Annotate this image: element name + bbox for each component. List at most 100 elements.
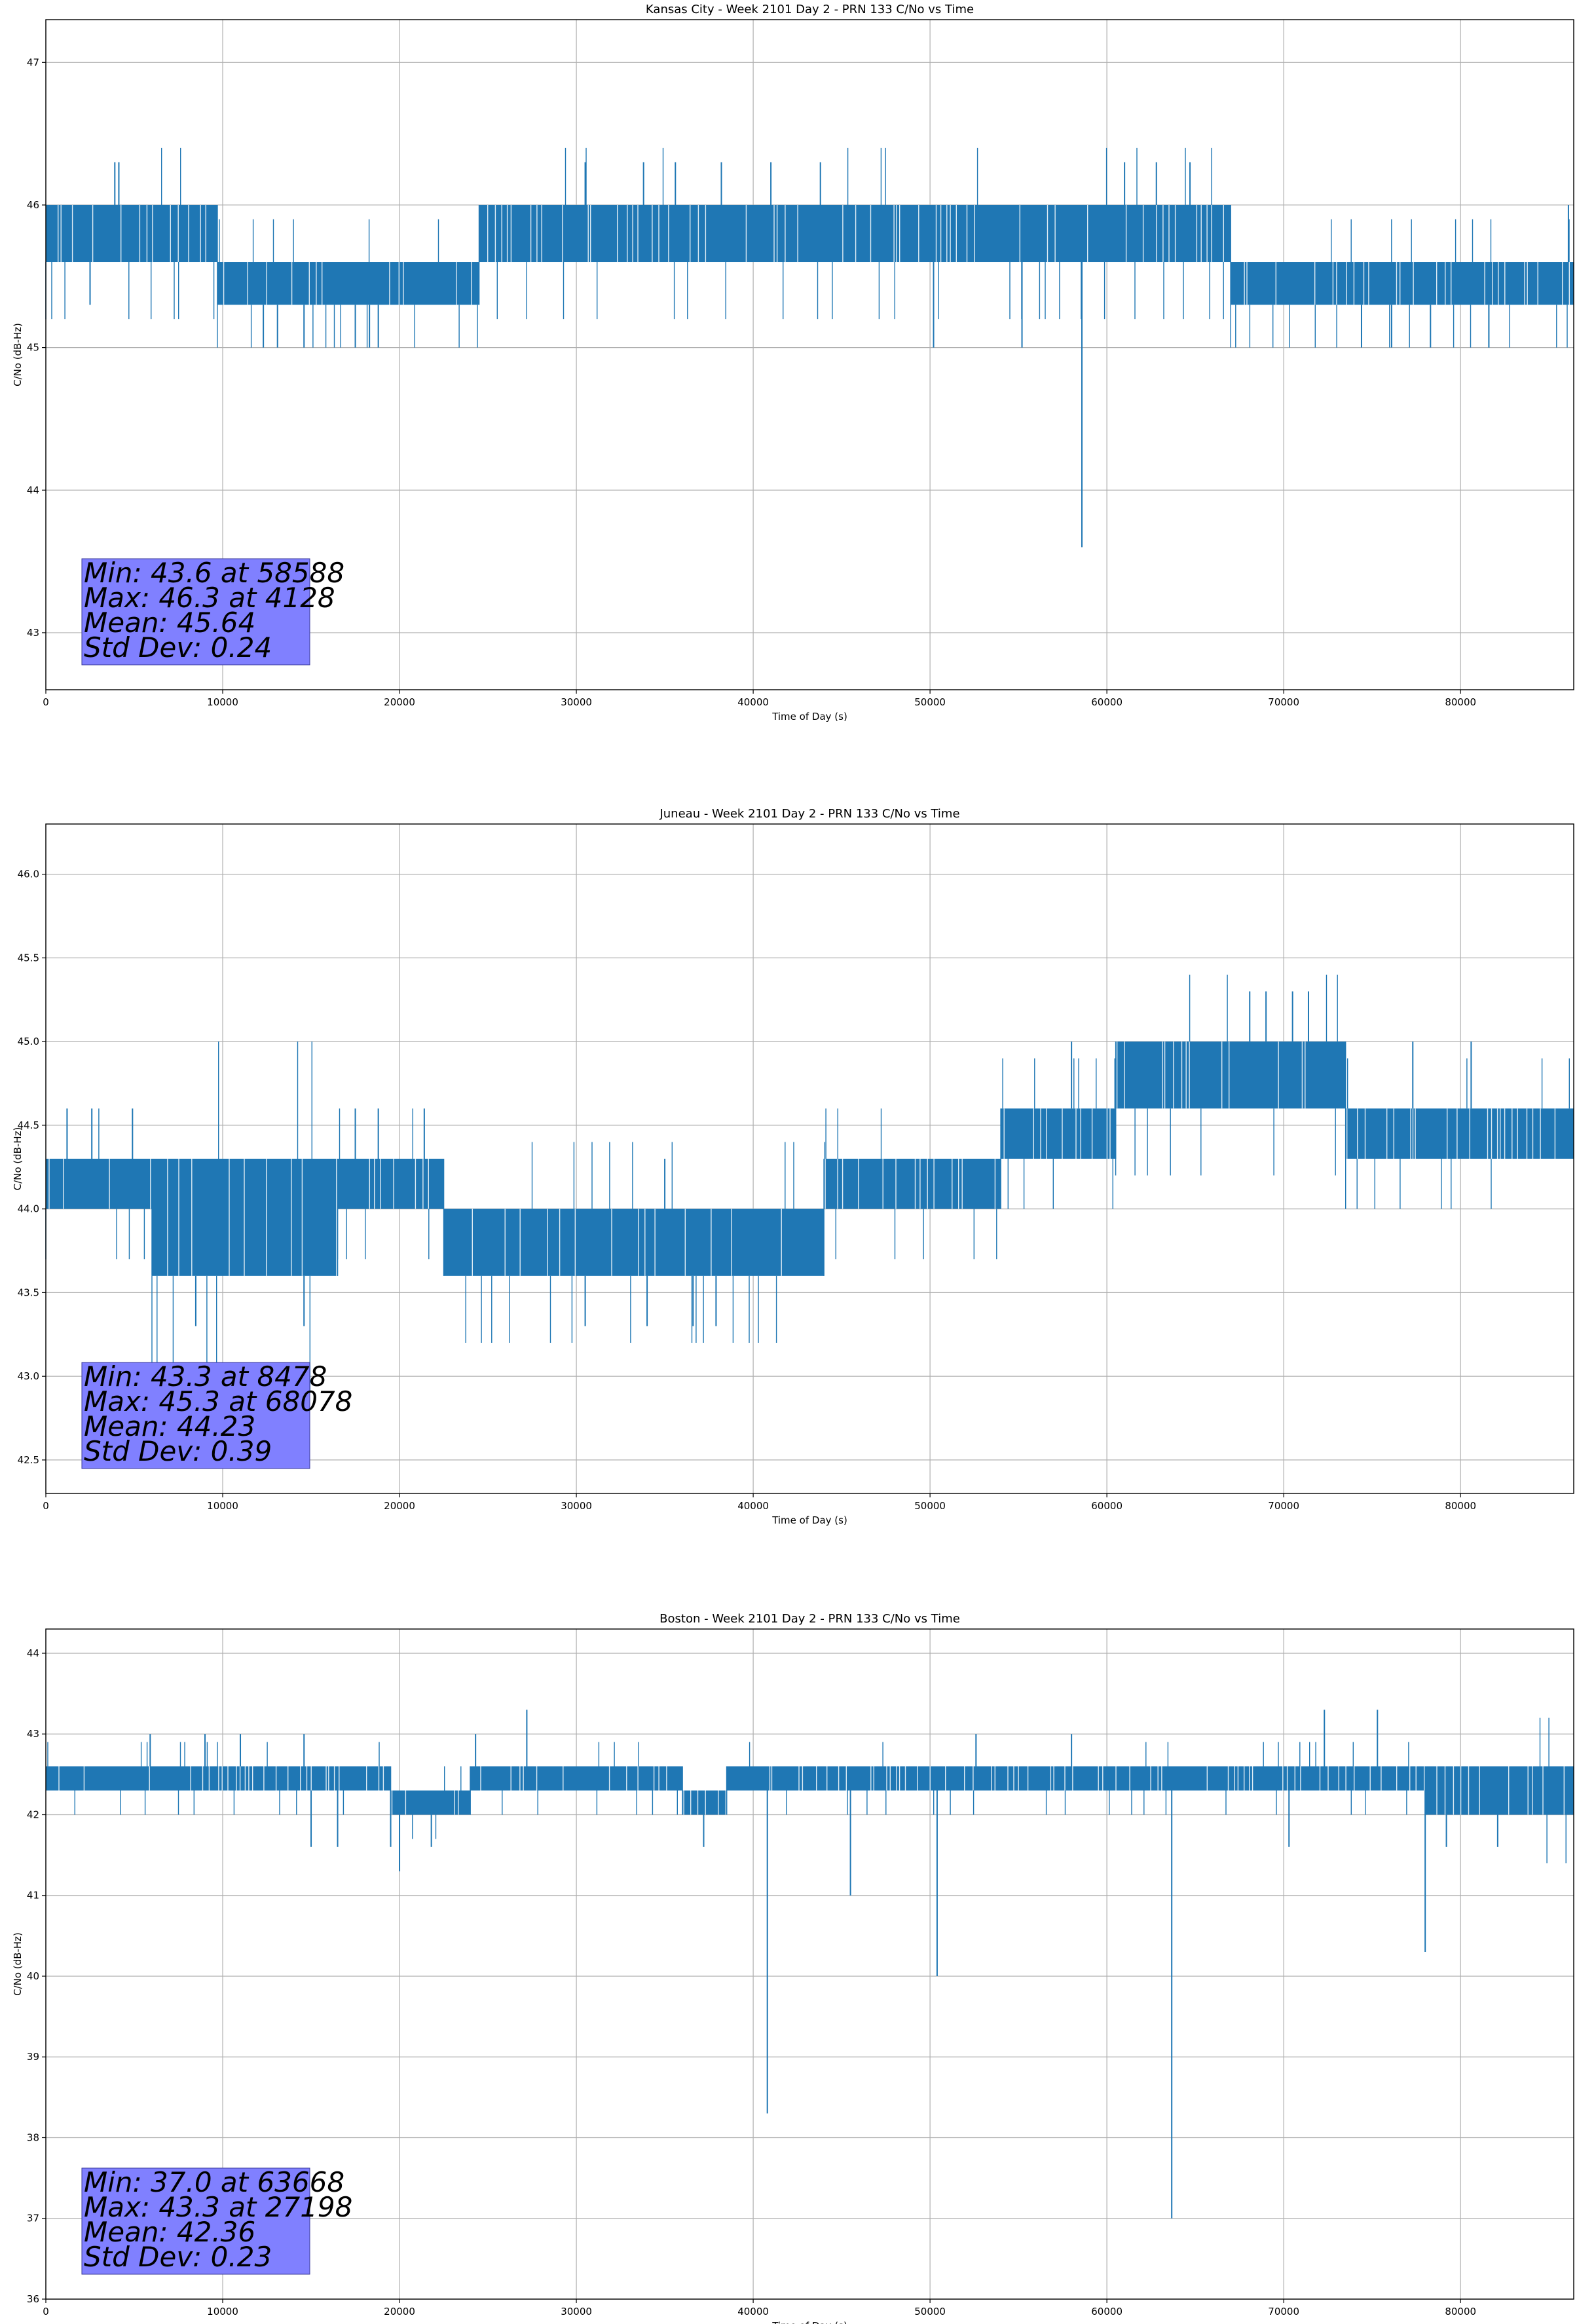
x-tick-label: 80000 <box>1445 2306 1476 2317</box>
series-band-gaps <box>223 262 472 305</box>
chart-panel-juneau: 0 10000 20000 30000 40000 50000 60000 70000 8000… <box>12 807 1574 1526</box>
x-tick-label: 50000 <box>914 1500 946 1512</box>
series-band <box>443 1209 648 1276</box>
x-tick-label: 80000 <box>1445 696 1476 708</box>
x-tick-label: 60000 <box>1091 2306 1122 2317</box>
y-axis-label: C/No (dB-Hz) <box>12 1127 24 1191</box>
series-band-gaps <box>48 1159 151 1209</box>
x-tick-label: 40000 <box>737 1500 769 1512</box>
series-band <box>682 1790 727 1815</box>
y-tick-label: 42 <box>27 1809 39 1820</box>
series-band <box>1231 262 1574 305</box>
series-band <box>647 1209 825 1276</box>
series-band-flicker <box>1539 1717 1567 1864</box>
chart-title: Boston - Week 2101 Day 2 - PRN 133 C/No … <box>659 1612 960 1626</box>
stats-line: Min: 43.6 at 58588 <box>84 557 344 589</box>
series-band-flicker <box>465 1142 633 1343</box>
series-band <box>152 1159 338 1276</box>
series-cno <box>45 147 1574 548</box>
series-band-gaps <box>654 1209 782 1276</box>
y-tick-label: 43 <box>27 627 39 639</box>
y-tick-label: 44 <box>27 1647 39 1659</box>
series-band-flicker <box>1059 147 1224 320</box>
x-tick-label: 30000 <box>561 1500 592 1512</box>
x-tick-label: 10000 <box>207 2306 238 2317</box>
x-tick-label: 70000 <box>1268 696 1299 708</box>
y-tick-label: 37 <box>27 2213 39 2224</box>
x-tick-label: 20000 <box>384 2306 415 2317</box>
y-tick-label: 44.5 <box>18 1119 39 1131</box>
y-axis-label: C/No (dB-Hz) <box>12 323 24 386</box>
x-tick-label: 30000 <box>561 696 592 708</box>
stats-line: Max: 46.3 at 4128 <box>84 582 335 614</box>
series-band <box>46 1159 153 1209</box>
series-band-gaps <box>480 1766 667 1791</box>
chart-title: Juneau - Week 2101 Day 2 - PRN 133 C/No … <box>659 807 959 821</box>
y-tick-label: 40 <box>27 1970 39 1982</box>
x-tick-label: 70000 <box>1268 2306 1299 2317</box>
series-band-gaps <box>1244 262 1570 305</box>
series-band-gaps <box>472 1209 646 1276</box>
y-tick-label: 36 <box>27 2293 39 2305</box>
y-tick-label: 43.5 <box>18 1286 39 1298</box>
y-tick-label: 45.0 <box>18 1036 39 1047</box>
series-band <box>337 1159 444 1209</box>
series-band-gaps <box>167 1159 337 1276</box>
x-axis-label: Time of Day (s) <box>771 2320 847 2324</box>
series-band-gaps <box>1003 1108 1111 1159</box>
series-band-flicker <box>1345 1058 1570 1209</box>
x-tick-label: 10000 <box>207 1500 238 1512</box>
series-band-gaps <box>1346 1108 1556 1159</box>
stats-box-background <box>81 2167 310 2275</box>
y-tick-label: 39 <box>27 2051 39 2063</box>
stats-line: Min: 37.0 at 63668 <box>84 2166 344 2198</box>
series-band <box>479 204 1054 263</box>
axes-frame <box>45 1628 1574 2300</box>
series-band <box>1054 204 1231 263</box>
y-tick-label: 38 <box>27 2131 39 2143</box>
stats-line: Max: 45.3 at 68078 <box>84 1385 352 1417</box>
stats-line: Min: 43.3 at 8478 <box>84 1360 327 1393</box>
y-axis: 36 37 38 39 40 41 42 43 44 <box>27 1647 46 2305</box>
stats-box-background <box>81 558 310 665</box>
series-band-gaps <box>369 1159 429 1209</box>
series-band-gaps <box>769 1766 1425 1791</box>
series-band-flicker <box>825 1108 997 1260</box>
stats-line: Mean: 42.36 <box>84 2216 255 2248</box>
y-axis: 42.5 43.0 43.5 44.0 44.5 45.0 45.5 46.0 <box>18 869 46 1466</box>
x-axis: 0 10000 20000 30000 40000 50000 60000 70000 8000… <box>43 690 1476 708</box>
x-tick-label: 10000 <box>207 696 238 708</box>
series-band-gaps <box>1436 1766 1565 1815</box>
series-band-gaps <box>825 1159 996 1209</box>
chart-panel-kansas-city: 0 10000 20000 30000 40000 50000 60000 70000 8000… <box>12 3 1574 722</box>
x-tick-label: 40000 <box>737 696 769 708</box>
series-band-gaps <box>1116 1041 1306 1109</box>
x-tick-label: 40000 <box>737 2306 769 2317</box>
x-tick-label: 70000 <box>1268 1500 1299 1512</box>
axes-frame <box>45 19 1574 690</box>
series-band <box>1345 1108 1574 1159</box>
series-band <box>46 204 217 263</box>
y-tick-label: 46.0 <box>18 869 39 880</box>
stats-line: Mean: 45.64 <box>84 607 255 639</box>
stats-line: Std Dev: 0.39 <box>84 1435 272 1467</box>
series-band <box>726 1766 1426 1791</box>
x-tick-label: 80000 <box>1445 1500 1476 1512</box>
series-band <box>470 1766 683 1791</box>
stats-line: Mean: 44.23 <box>84 1410 255 1442</box>
series-band-gaps <box>683 1790 726 1815</box>
y-tick-label: 44.0 <box>18 1203 39 1215</box>
y-tick-label: 43 <box>27 1728 39 1740</box>
series-band-flicker <box>151 1041 312 1393</box>
series-band <box>824 1159 1001 1209</box>
x-tick-label: 60000 <box>1091 1500 1122 1512</box>
series-band <box>390 1790 471 1815</box>
axes-frame <box>45 823 1574 1494</box>
x-tick-label: 50000 <box>914 2306 946 2317</box>
x-tick-label: 20000 <box>384 1500 415 1512</box>
x-axis-label: Time of Day (s) <box>771 1514 847 1526</box>
series-band-gaps <box>1054 204 1224 263</box>
y-tick-label: 47 <box>27 56 39 68</box>
stats-line: Std Dev: 0.24 <box>84 631 272 664</box>
chart-title: Kansas City - Week 2101 Day 2 - PRN 133 … <box>646 3 974 16</box>
